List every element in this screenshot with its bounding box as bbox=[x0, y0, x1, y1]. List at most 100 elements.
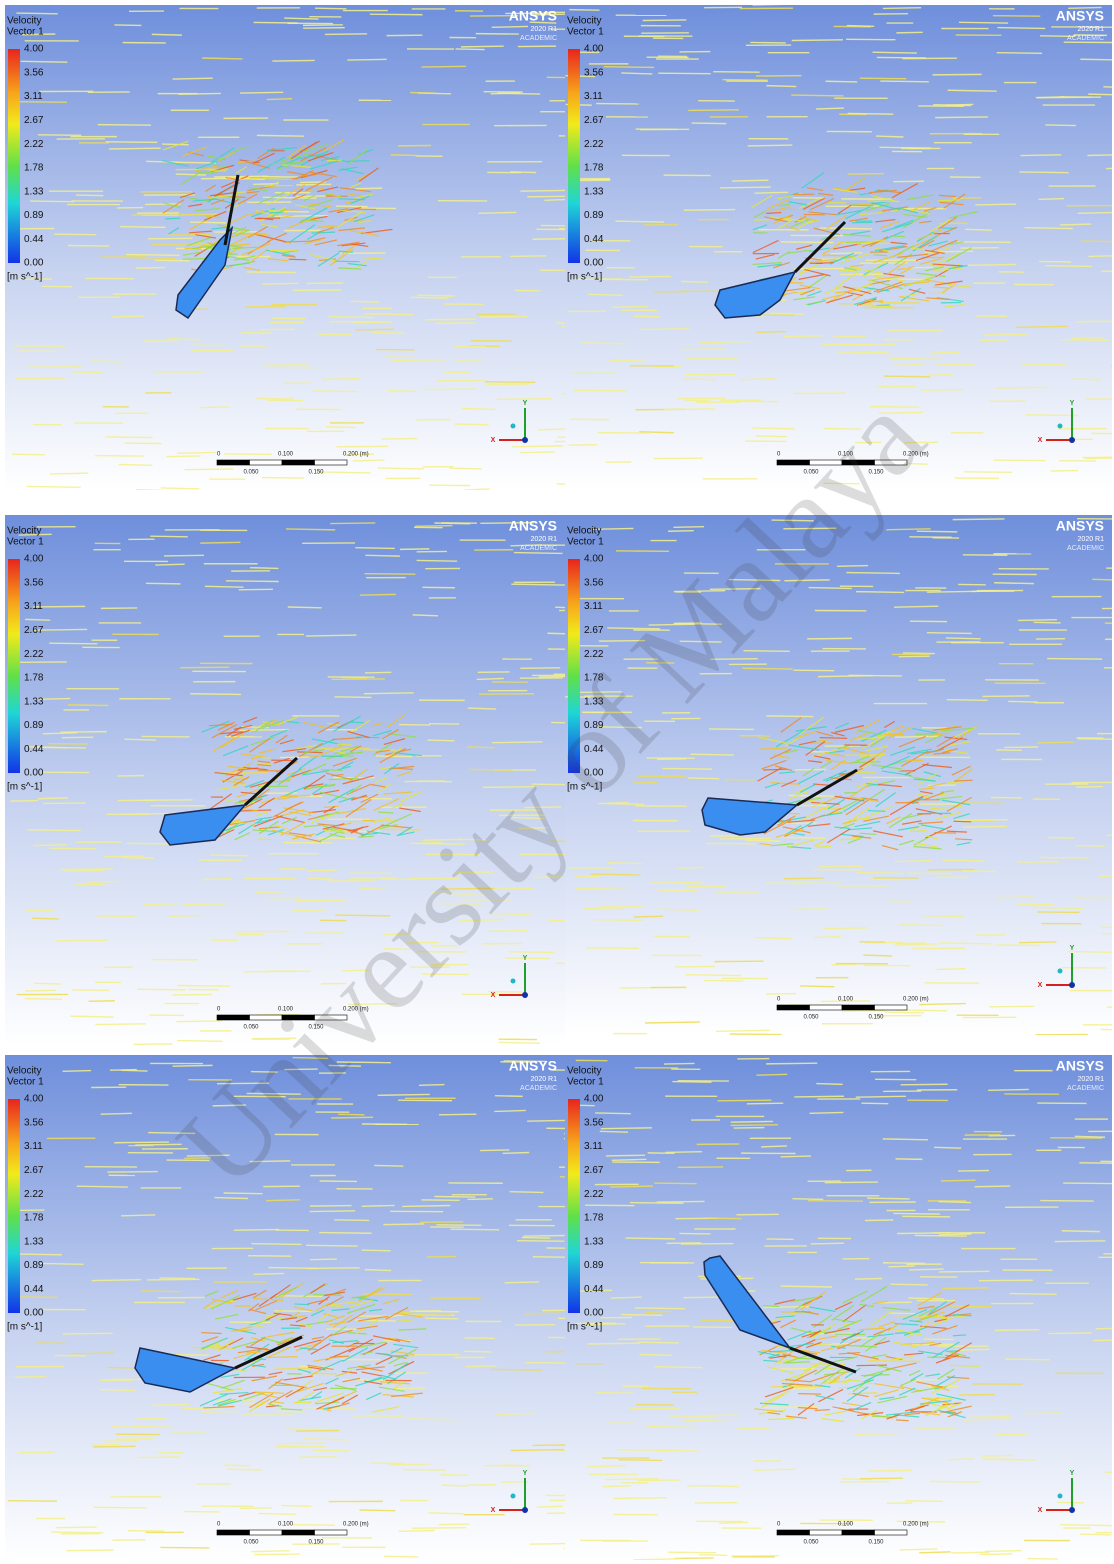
flow-arrow bbox=[434, 1197, 475, 1198]
flow-arrow bbox=[766, 86, 796, 87]
flow-arrow bbox=[1076, 787, 1103, 788]
logo: ANSYS bbox=[1056, 1058, 1104, 1074]
color-bar bbox=[8, 1099, 20, 1313]
flow-arrow bbox=[771, 313, 804, 314]
flow-arrow bbox=[606, 1155, 645, 1156]
flow-arrow bbox=[162, 144, 189, 145]
origin-dot bbox=[1069, 1507, 1075, 1513]
wake-arrow bbox=[327, 160, 342, 161]
cfd-panel: VelocityVector 14.003.563.112.672.221.78… bbox=[565, 1055, 1114, 1560]
flow-arrow bbox=[511, 1450, 564, 1451]
flow-arrow bbox=[182, 214, 219, 215]
flow-arrow bbox=[200, 542, 240, 543]
flow-arrow bbox=[927, 591, 978, 592]
flow-arrow bbox=[330, 523, 375, 524]
wake-arrow bbox=[358, 836, 374, 837]
scale-label: 0.050 bbox=[244, 470, 260, 476]
flow-arrow bbox=[684, 1421, 730, 1422]
flow-arrow bbox=[747, 1103, 783, 1104]
flow-arrow bbox=[10, 801, 38, 802]
flow-arrow bbox=[848, 1393, 877, 1394]
flow-arrow bbox=[259, 329, 294, 330]
flow-arrow bbox=[1068, 951, 1114, 952]
flow-arrow bbox=[716, 1030, 770, 1031]
version: 2020 R1 bbox=[531, 26, 558, 33]
flow-arrow bbox=[538, 429, 565, 430]
flow-arrow bbox=[202, 879, 232, 880]
flow-arrow bbox=[284, 18, 318, 19]
flow-arrow bbox=[672, 1082, 711, 1083]
flow-arrow bbox=[741, 379, 777, 380]
flow-arrow bbox=[678, 867, 704, 868]
flow-arrow bbox=[93, 1446, 136, 1447]
flow-arrow bbox=[64, 870, 104, 871]
flow-arrow bbox=[384, 1556, 418, 1557]
flow-arrow bbox=[150, 536, 187, 537]
scale-segment bbox=[842, 1005, 875, 1010]
flow-arrow bbox=[635, 1308, 685, 1309]
color-bar bbox=[568, 49, 580, 263]
flow-arrow bbox=[878, 386, 917, 387]
legend-tick: 0.00 bbox=[584, 1308, 604, 1319]
flow-arrow bbox=[893, 1213, 939, 1214]
flow-arrow bbox=[145, 204, 181, 205]
axis-label: Y bbox=[523, 1470, 528, 1477]
flow-arrow bbox=[274, 1368, 312, 1369]
axis-label: Y bbox=[1070, 945, 1075, 952]
legend-tick: 1.33 bbox=[24, 1236, 44, 1247]
flow-arrow bbox=[242, 333, 272, 334]
flow-arrow bbox=[371, 829, 421, 830]
legend-tick: 1.33 bbox=[24, 696, 44, 707]
flow-arrow bbox=[254, 1273, 285, 1274]
flow-arrow bbox=[681, 1244, 733, 1245]
flow-arrow bbox=[781, 1286, 832, 1287]
legend-tick: 0.89 bbox=[24, 210, 44, 221]
flow-arrow bbox=[697, 1415, 739, 1416]
flow-arrow bbox=[709, 729, 754, 730]
flow-arrow bbox=[610, 360, 645, 361]
flow-arrow bbox=[784, 878, 824, 879]
flow-arrow bbox=[611, 1297, 642, 1298]
flow-arrow bbox=[867, 1361, 921, 1362]
flow-arrow bbox=[254, 1554, 300, 1555]
flow-arrow bbox=[285, 1429, 332, 1430]
flow-arrow bbox=[362, 1250, 391, 1251]
edition: ACADEMIC bbox=[1067, 35, 1104, 42]
flow-arrow bbox=[167, 235, 211, 236]
flow-arrow bbox=[940, 943, 993, 944]
flow-arrow bbox=[685, 400, 711, 401]
flow-arrow bbox=[303, 1439, 349, 1440]
flow-arrow bbox=[590, 1474, 639, 1475]
flow-arrow bbox=[965, 229, 992, 230]
legend-tick: 4.00 bbox=[584, 44, 604, 55]
legend-tick: 3.11 bbox=[24, 601, 43, 612]
flow-arrow bbox=[170, 915, 202, 916]
legend-tick: 2.67 bbox=[584, 1165, 604, 1176]
flow-arrow bbox=[692, 123, 727, 124]
flow-arrow bbox=[756, 332, 785, 333]
flow-arrow bbox=[148, 238, 192, 239]
flow-arrow bbox=[938, 1202, 971, 1203]
flow-arrow bbox=[454, 424, 488, 425]
flow-arrow bbox=[103, 1441, 139, 1442]
flow-arrow bbox=[143, 800, 193, 801]
flow-arrow bbox=[428, 1513, 464, 1514]
flow-arrow bbox=[378, 1094, 430, 1095]
flow-arrow bbox=[180, 667, 229, 668]
flow-arrow bbox=[756, 436, 787, 437]
flow-arrow bbox=[166, 456, 200, 457]
flow-arrow bbox=[884, 376, 931, 377]
flow-arrow bbox=[655, 1367, 703, 1368]
flow-arrow bbox=[408, 1419, 458, 1420]
flow-arrow bbox=[497, 1413, 537, 1414]
flow-arrow bbox=[605, 1479, 658, 1480]
legend-tick: 0.44 bbox=[24, 744, 44, 755]
flow-arrow bbox=[681, 281, 707, 282]
flow-arrow bbox=[690, 754, 733, 755]
flow-arrow bbox=[995, 897, 1033, 898]
flow-arrow bbox=[376, 756, 413, 757]
flow-arrow bbox=[68, 705, 109, 706]
flow-arrow bbox=[105, 437, 153, 438]
flow-arrow bbox=[295, 900, 345, 901]
flow-arrow bbox=[948, 90, 997, 91]
